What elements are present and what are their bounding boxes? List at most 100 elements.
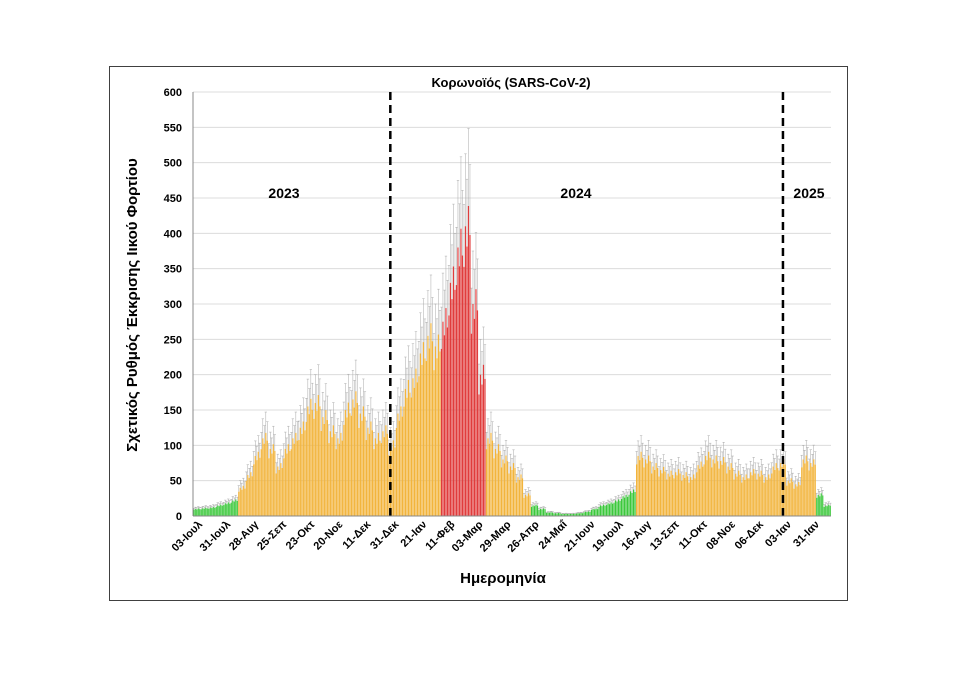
- bar: [419, 353, 422, 516]
- bar: [436, 358, 438, 516]
- bar: [584, 511, 587, 516]
- bar: [730, 463, 732, 516]
- bar: [236, 500, 238, 516]
- bar: [395, 427, 398, 516]
- bar: [281, 468, 283, 516]
- bar: [673, 478, 675, 516]
- bar: [658, 476, 660, 516]
- bar: [356, 402, 358, 516]
- x-tick-label: 31-Ιουλ: [198, 519, 233, 554]
- bar: [792, 481, 794, 516]
- bar: [332, 425, 334, 516]
- bar: [340, 432, 342, 516]
- bar: [275, 473, 277, 516]
- bar: [305, 421, 307, 516]
- bar: [554, 513, 557, 516]
- bar: [766, 479, 768, 516]
- bar: [424, 358, 426, 516]
- bar: [352, 399, 354, 516]
- bar: [499, 450, 501, 516]
- bar: [648, 455, 650, 516]
- x-tick-label: 06-Δεκ: [733, 518, 767, 552]
- bar: [750, 472, 752, 516]
- bar: [799, 485, 801, 516]
- bar: [771, 473, 773, 516]
- bar: [640, 451, 642, 516]
- bar: [475, 289, 477, 516]
- x-tick-label: 11-Δεκ: [340, 518, 374, 552]
- bar: [524, 494, 527, 516]
- bar: [527, 493, 530, 516]
- bar: [655, 463, 657, 516]
- bar: [590, 509, 593, 516]
- x-tick-label: 25-Σεπ: [255, 518, 289, 552]
- bar: [586, 512, 588, 516]
- bar: [458, 266, 461, 516]
- bar: [466, 246, 468, 516]
- x-tick-label: 23-Οκτ: [284, 519, 318, 553]
- bar: [304, 430, 306, 516]
- bar: [454, 289, 456, 516]
- bar: [611, 503, 614, 516]
- bar: [197, 508, 199, 516]
- bar: [563, 514, 566, 516]
- bar: [678, 469, 680, 516]
- bar: [532, 505, 534, 516]
- bar: [690, 477, 692, 516]
- bar: [572, 513, 575, 516]
- bar: [358, 427, 360, 516]
- bar: [724, 462, 726, 516]
- bar: [715, 455, 717, 516]
- bar: [802, 459, 804, 516]
- bar: [651, 473, 653, 516]
- bar: [391, 450, 393, 516]
- bar: [266, 440, 268, 516]
- bar: [401, 416, 404, 516]
- bar: [389, 445, 392, 516]
- bar: [566, 513, 569, 516]
- bar: [308, 414, 310, 516]
- bar: [383, 437, 386, 516]
- bar: [729, 469, 731, 516]
- bar: [215, 506, 217, 516]
- bar: [616, 501, 618, 516]
- bar: [789, 483, 791, 516]
- bar: [472, 304, 474, 516]
- bar: [605, 505, 608, 516]
- bar: [307, 406, 309, 516]
- x-tick-label: 13-Σεπ: [648, 518, 682, 552]
- bar: [199, 509, 201, 516]
- bar: [721, 464, 723, 516]
- bar: [272, 444, 274, 516]
- bar: [259, 457, 261, 516]
- bar: [476, 310, 479, 516]
- bar: [786, 485, 788, 516]
- bar: [577, 513, 579, 516]
- bar: [338, 443, 340, 516]
- bar: [470, 333, 473, 516]
- year-labels: 2023 2024 2025: [268, 185, 824, 201]
- bar: [569, 513, 572, 516]
- bar: [311, 409, 313, 516]
- bar: [478, 394, 480, 516]
- bar: [286, 453, 288, 516]
- bar: [514, 468, 516, 516]
- bar: [400, 406, 402, 516]
- bar: [679, 473, 681, 516]
- bar: [329, 431, 331, 516]
- bar: [694, 478, 696, 516]
- bar: [638, 460, 641, 516]
- bar: [685, 472, 687, 516]
- bars: [193, 205, 831, 517]
- chart-title: Κορωνοϊός (SARS-CoV-2): [431, 75, 590, 90]
- bar: [602, 504, 605, 516]
- x-tick-label: 28-Αυγ: [227, 518, 262, 553]
- bar: [551, 512, 554, 516]
- bar: [759, 476, 761, 516]
- bar: [768, 474, 770, 516]
- bar: [593, 509, 596, 516]
- bar: [702, 466, 704, 516]
- bar: [254, 455, 256, 516]
- bar: [622, 496, 624, 516]
- bar: [280, 463, 282, 516]
